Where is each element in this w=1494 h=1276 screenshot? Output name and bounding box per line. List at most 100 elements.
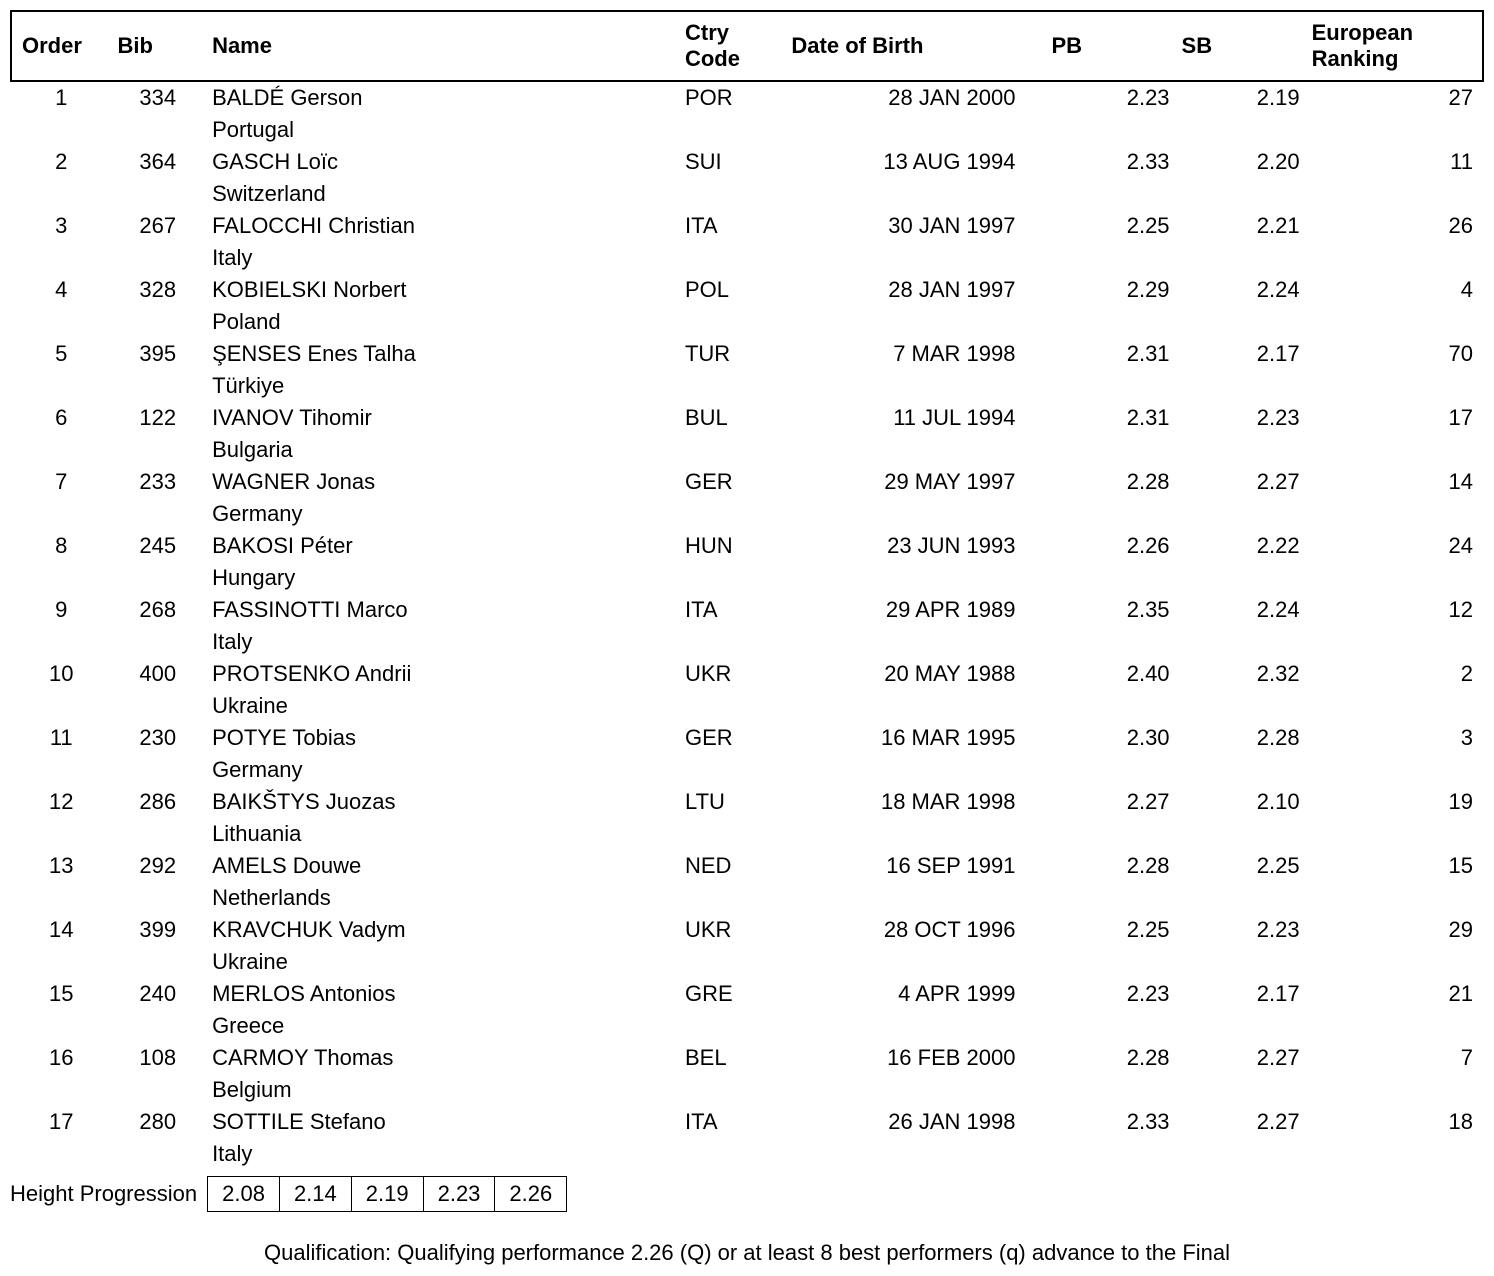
cell-order: 12: [11, 786, 111, 818]
height-progression-label: Height Progression: [10, 1181, 197, 1207]
table-row-country: Portugal: [11, 114, 1483, 146]
cell-name: BALDÉ Gerson: [206, 81, 679, 114]
table-row-country: Türkiye: [11, 370, 1483, 402]
progression-height: 2.26: [495, 1177, 567, 1212]
cell-ctry: LTU: [679, 786, 785, 818]
table-row: 13292AMELS DouweNED16 SEP 19912.282.2515: [11, 850, 1483, 882]
table-row-country: Germany: [11, 754, 1483, 786]
table-row-country: Ukraine: [11, 946, 1483, 978]
cell-name: KOBIELSKI Norbert: [206, 274, 679, 306]
table-row: 1334BALDÉ GersonPOR28 JAN 20002.232.1927: [11, 81, 1483, 114]
cell-dob: 30 JAN 1997: [785, 210, 1045, 242]
cell-bib: 240: [111, 978, 206, 1010]
cell-name: AMELS Douwe: [206, 850, 679, 882]
cell-country: Greece: [206, 1010, 679, 1042]
cell-ctry: ITA: [679, 594, 785, 626]
cell-bib: 233: [111, 466, 206, 498]
cell-ctry: ITA: [679, 210, 785, 242]
cell-country: Ukraine: [206, 690, 679, 722]
cell-name: GASCH Loïc: [206, 146, 679, 178]
cell-dob: 28 OCT 1996: [785, 914, 1045, 946]
cell-pb: 2.33: [1046, 1106, 1176, 1138]
table-row: 15240MERLOS AntoniosGRE4 APR 19992.232.1…: [11, 978, 1483, 1010]
cell-order: 3: [11, 210, 111, 242]
cell-dob: 28 JAN 2000: [785, 81, 1045, 114]
cell-dob: 4 APR 1999: [785, 978, 1045, 1010]
cell-rank: 15: [1306, 850, 1483, 882]
cell-pb: 2.25: [1046, 210, 1176, 242]
cell-sb: 2.17: [1176, 978, 1306, 1010]
cell-country: Portugal: [206, 114, 679, 146]
cell-rank: 14: [1306, 466, 1483, 498]
cell-sb: 2.17: [1176, 338, 1306, 370]
cell-pb: 2.26: [1046, 530, 1176, 562]
cell-bib: 286: [111, 786, 206, 818]
cell-name: MERLOS Antonios: [206, 978, 679, 1010]
cell-name: SOTTILE Stefano: [206, 1106, 679, 1138]
cell-name: ŞENSES Enes Talha: [206, 338, 679, 370]
cell-dob: 7 MAR 1998: [785, 338, 1045, 370]
cell-bib: 267: [111, 210, 206, 242]
cell-ctry: GER: [679, 722, 785, 754]
cell-name: BAKOSI Péter: [206, 530, 679, 562]
cell-order: 13: [11, 850, 111, 882]
cell-bib: 268: [111, 594, 206, 626]
table-row: 17280SOTTILE StefanoITA26 JAN 19982.332.…: [11, 1106, 1483, 1138]
cell-name: FASSINOTTI Marco: [206, 594, 679, 626]
table-row-country: Italy: [11, 626, 1483, 658]
table-row-country: Lithuania: [11, 818, 1483, 850]
cell-ctry: GER: [679, 466, 785, 498]
cell-name: BAIKŠTYS Juozas: [206, 786, 679, 818]
table-row-country: Italy: [11, 242, 1483, 274]
cell-order: 2: [11, 146, 111, 178]
cell-dob: 20 MAY 1988: [785, 658, 1045, 690]
cell-ctry: BUL: [679, 402, 785, 434]
cell-rank: 2: [1306, 658, 1483, 690]
cell-rank: 24: [1306, 530, 1483, 562]
cell-ctry: UKR: [679, 658, 785, 690]
cell-sb: 2.19: [1176, 81, 1306, 114]
table-row-country: Hungary: [11, 562, 1483, 594]
cell-bib: 122: [111, 402, 206, 434]
cell-sb: 2.27: [1176, 1106, 1306, 1138]
cell-country: Belgium: [206, 1074, 679, 1106]
cell-country: Poland: [206, 306, 679, 338]
cell-dob: 11 JUL 1994: [785, 402, 1045, 434]
cell-order: 1: [11, 81, 111, 114]
cell-pb: 2.28: [1046, 850, 1176, 882]
cell-sb: 2.27: [1176, 466, 1306, 498]
cell-pb: 2.31: [1046, 402, 1176, 434]
cell-pb: 2.35: [1046, 594, 1176, 626]
cell-dob: 18 MAR 1998: [785, 786, 1045, 818]
table-row-country: Poland: [11, 306, 1483, 338]
col-rank-header: European Ranking: [1306, 11, 1483, 81]
cell-dob: 29 MAY 1997: [785, 466, 1045, 498]
cell-name: KRAVCHUK Vadym: [206, 914, 679, 946]
table-row-country: Bulgaria: [11, 434, 1483, 466]
table-header-row: Order Bib Name Ctry Code Date of Birth P…: [11, 11, 1483, 81]
height-progression: Height Progression 2.082.142.192.232.26: [10, 1176, 1484, 1212]
cell-country: Germany: [206, 498, 679, 530]
table-row-country: Ukraine: [11, 690, 1483, 722]
cell-order: 9: [11, 594, 111, 626]
cell-country: Hungary: [206, 562, 679, 594]
cell-rank: 21: [1306, 978, 1483, 1010]
cell-order: 8: [11, 530, 111, 562]
cell-name: CARMOY Thomas: [206, 1042, 679, 1074]
qualification-note: Qualification: Qualifying performance 2.…: [10, 1240, 1484, 1266]
cell-country: Italy: [206, 1138, 679, 1170]
cell-country: Türkiye: [206, 370, 679, 402]
cell-ctry: POL: [679, 274, 785, 306]
cell-sb: 2.27: [1176, 1042, 1306, 1074]
cell-dob: 16 SEP 1991: [785, 850, 1045, 882]
cell-rank: 27: [1306, 81, 1483, 114]
cell-country: Ukraine: [206, 946, 679, 978]
height-progression-table: 2.082.142.192.232.26: [207, 1176, 567, 1212]
cell-sb: 2.24: [1176, 594, 1306, 626]
cell-bib: 395: [111, 338, 206, 370]
cell-name: IVANOV Tihomir: [206, 402, 679, 434]
cell-dob: 13 AUG 1994: [785, 146, 1045, 178]
cell-order: 16: [11, 1042, 111, 1074]
cell-ctry: GRE: [679, 978, 785, 1010]
progression-height: 2.23: [423, 1177, 495, 1212]
